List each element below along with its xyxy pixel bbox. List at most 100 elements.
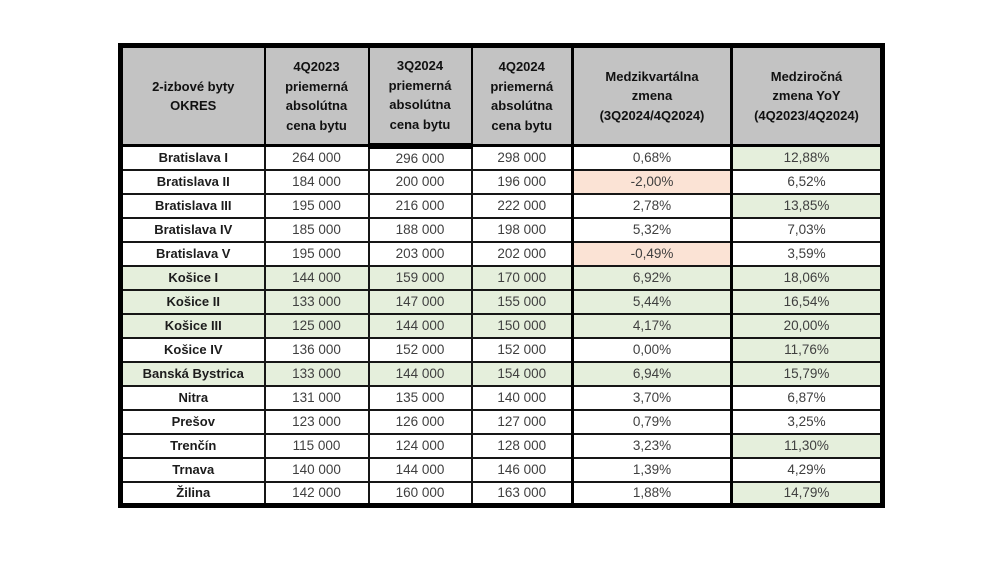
cell-q4-2024: 140 000 bbox=[470, 384, 574, 411]
table-row: Trenčín 115 000 124 000 128 000 3,23% 11,30% bbox=[119, 432, 884, 459]
cell-yoy: 4,29% bbox=[730, 456, 884, 483]
cell-q4-2024: 128 000 bbox=[470, 432, 574, 459]
cell-q3-2024: 216 000 bbox=[367, 192, 473, 219]
table-row: Nitra 131 000 135 000 140 000 3,70% 6,87% bbox=[119, 384, 884, 411]
table-row: Bratislava III 195 000 216 000 222 000 2,78%… bbox=[119, 192, 884, 219]
cell-okres: Nitra bbox=[119, 384, 266, 411]
cell-q4-2023: 131 000 bbox=[263, 384, 370, 411]
cell-q4-2024: 152 000 bbox=[470, 336, 574, 363]
cell-okres: Košice I bbox=[119, 264, 266, 291]
cell-qoq: -0,49% bbox=[571, 240, 733, 267]
cell-q4-2023: 264 000 bbox=[263, 144, 370, 171]
cell-q4-2024: 196 000 bbox=[470, 168, 574, 195]
cell-yoy: 15,79% bbox=[730, 360, 884, 387]
cell-q3-2024: 126 000 bbox=[367, 408, 473, 435]
cell-yoy: 6,52% bbox=[730, 168, 884, 195]
cell-q4-2023: 144 000 bbox=[263, 264, 370, 291]
table-row: Prešov 123 000 126 000 127 000 0,79% 3,25% bbox=[119, 408, 884, 435]
cell-q4-2023: 125 000 bbox=[263, 312, 370, 339]
cell-q4-2024: 127 000 bbox=[470, 408, 574, 435]
cell-q4-2023: 142 000 bbox=[263, 480, 370, 507]
cell-okres: Košice IV bbox=[119, 336, 266, 363]
header-qoq-change: Medzikvartálna zmena (3Q2024/4Q2024) bbox=[571, 44, 733, 147]
cell-q3-2024: 159 000 bbox=[367, 264, 473, 291]
cell-okres: Banská Bystrica bbox=[119, 360, 266, 387]
cell-q4-2024: 298 000 bbox=[470, 144, 574, 171]
cell-qoq: 6,94% bbox=[571, 360, 733, 387]
cell-q4-2023: 123 000 bbox=[263, 408, 370, 435]
cell-q4-2023: 195 000 bbox=[263, 192, 370, 219]
cell-qoq: 5,32% bbox=[571, 216, 733, 243]
cell-qoq: 0,68% bbox=[571, 144, 733, 171]
cell-q3-2024: 144 000 bbox=[367, 312, 473, 339]
cell-yoy: 3,59% bbox=[730, 240, 884, 267]
cell-q3-2024: 200 000 bbox=[367, 168, 473, 195]
header-okres: 2-izbové byty OKRES bbox=[119, 44, 266, 147]
cell-yoy: 14,79% bbox=[730, 480, 884, 507]
cell-q4-2023: 136 000 bbox=[263, 336, 370, 363]
cell-q4-2024: 222 000 bbox=[470, 192, 574, 219]
cell-q4-2024: 202 000 bbox=[470, 240, 574, 267]
cell-q3-2024: 160 000 bbox=[367, 480, 473, 507]
cell-q4-2023: 184 000 bbox=[263, 168, 370, 195]
cell-yoy: 11,76% bbox=[730, 336, 884, 363]
cell-okres: Bratislava III bbox=[119, 192, 266, 219]
cell-q4-2024: 198 000 bbox=[470, 216, 574, 243]
cell-qoq: 1,88% bbox=[571, 480, 733, 507]
table-row: Žilina 142 000 160 000 163 000 1,88% 14,79% bbox=[119, 480, 884, 507]
cell-q4-2023: 115 000 bbox=[263, 432, 370, 459]
cell-q4-2023: 133 000 bbox=[263, 288, 370, 315]
cell-q4-2024: 155 000 bbox=[470, 288, 574, 315]
table-row: Trnava 140 000 144 000 146 000 1,39% 4,29% bbox=[119, 456, 884, 483]
cell-q3-2024: 144 000 bbox=[367, 360, 473, 387]
cell-qoq: 2,78% bbox=[571, 192, 733, 219]
cell-q4-2024: 154 000 bbox=[470, 360, 574, 387]
table-row: Bratislava II 184 000 200 000 196 000 -2,00%… bbox=[119, 168, 884, 195]
cell-yoy: 12,88% bbox=[730, 144, 884, 171]
cell-okres: Bratislava II bbox=[119, 168, 266, 195]
cell-okres: Trenčín bbox=[119, 432, 266, 459]
cell-q3-2024: 152 000 bbox=[367, 336, 473, 363]
cell-q3-2024: 124 000 bbox=[367, 432, 473, 459]
cell-qoq: -2,00% bbox=[571, 168, 733, 195]
cell-q3-2024: 188 000 bbox=[367, 216, 473, 243]
header-3q2024: 3Q2024 priemerná absolútna cena bytu bbox=[367, 44, 473, 149]
cell-q3-2024: 135 000 bbox=[367, 384, 473, 411]
cell-q3-2024: 147 000 bbox=[367, 288, 473, 315]
cell-yoy: 6,87% bbox=[730, 384, 884, 411]
cell-q4-2023: 185 000 bbox=[263, 216, 370, 243]
cell-yoy: 3,25% bbox=[730, 408, 884, 435]
cell-okres: Košice III bbox=[119, 312, 266, 339]
cell-yoy: 11,30% bbox=[730, 432, 884, 459]
header-4q2024: 4Q2024 priemerná absolútna cena bytu bbox=[470, 44, 574, 147]
apartment-price-table: 2-izbové byty OKRES 4Q2023 priemerná abs… bbox=[118, 43, 885, 508]
header-4q2023: 4Q2023 priemerná absolútna cena bytu bbox=[263, 44, 370, 147]
cell-q4-2024: 163 000 bbox=[470, 480, 574, 507]
cell-yoy: 18,06% bbox=[730, 264, 884, 291]
table-body: Bratislava I 264 000 296 000 298 000 0,68% 12… bbox=[119, 144, 884, 507]
cell-q3-2024: 296 000 bbox=[367, 144, 473, 171]
cell-yoy: 20,00% bbox=[730, 312, 884, 339]
table-row: Banská Bystrica 133 000 144 000 154 000 6,94… bbox=[119, 360, 884, 387]
cell-yoy: 16,54% bbox=[730, 288, 884, 315]
cell-qoq: 3,23% bbox=[571, 432, 733, 459]
cell-qoq: 0,79% bbox=[571, 408, 733, 435]
cell-q4-2023: 133 000 bbox=[263, 360, 370, 387]
cell-qoq: 5,44% bbox=[571, 288, 733, 315]
cell-yoy: 13,85% bbox=[730, 192, 884, 219]
cell-qoq: 4,17% bbox=[571, 312, 733, 339]
table-container: 2-izbové byty OKRES 4Q2023 priemerná abs… bbox=[118, 43, 885, 508]
cell-q4-2023: 195 000 bbox=[263, 240, 370, 267]
cell-okres: Trnava bbox=[119, 456, 266, 483]
table-row: Košice IV 136 000 152 000 152 000 0,00% 11,76… bbox=[119, 336, 884, 363]
cell-q4-2023: 140 000 bbox=[263, 456, 370, 483]
table-row: Bratislava I 264 000 296 000 298 000 0,68% 12… bbox=[119, 144, 884, 171]
cell-okres: Košice II bbox=[119, 288, 266, 315]
table-row: Košice I 144 000 159 000 170 000 6,92% 18,06% bbox=[119, 264, 884, 291]
table-row: Košice III 125 000 144 000 150 000 4,17% 20,0… bbox=[119, 312, 884, 339]
cell-q4-2024: 170 000 bbox=[470, 264, 574, 291]
cell-okres: Bratislava I bbox=[119, 144, 266, 171]
cell-qoq: 0,00% bbox=[571, 336, 733, 363]
cell-q4-2024: 146 000 bbox=[470, 456, 574, 483]
